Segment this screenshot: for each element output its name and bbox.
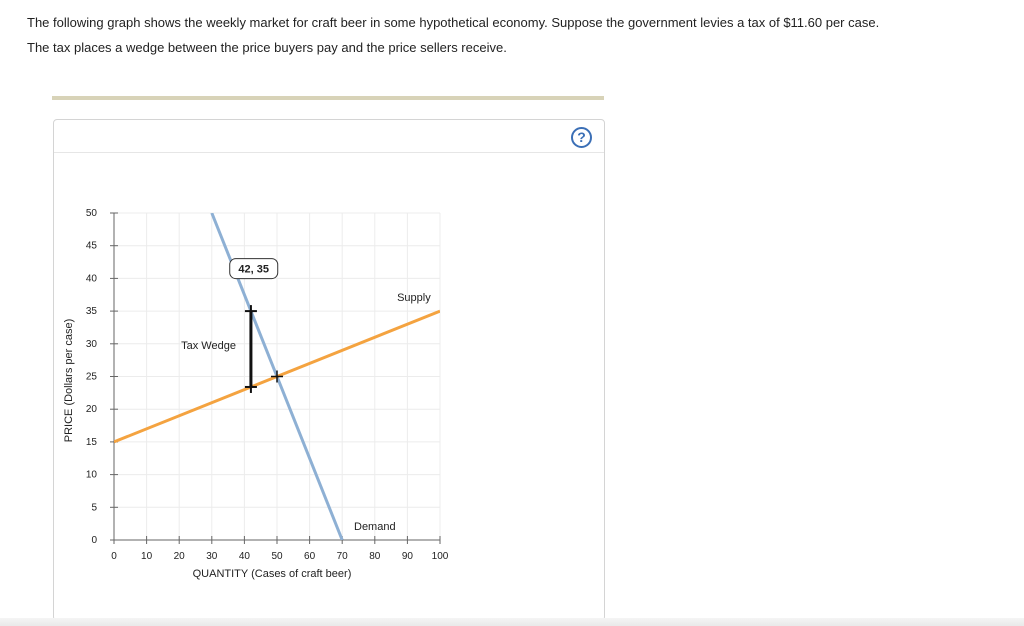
point-label: 42, 35 <box>238 264 269 276</box>
page-bottom-edge <box>0 618 1024 626</box>
tax-wedge-label: Tax Wedge <box>181 340 236 352</box>
x-tick-label: 90 <box>402 551 414 562</box>
x-tick-label: 0 <box>111 551 117 562</box>
x-axis-label: QUANTITY (Cases of craft beer) <box>193 568 352 580</box>
y-tick-label: 45 <box>86 241 98 252</box>
y-axis-label: PRICE (Dollars per case) <box>63 319 75 442</box>
y-tick-label: 10 <box>86 470 98 481</box>
help-icon[interactable]: ? <box>571 127 592 148</box>
x-tick-label: 50 <box>271 551 283 562</box>
x-tick-label: 30 <box>206 551 218 562</box>
intro-line-2: The tax places a wedge between the price… <box>27 40 507 55</box>
y-tick-label: 15 <box>86 437 98 448</box>
y-tick-label: 20 <box>86 404 98 415</box>
x-tick-label: 60 <box>304 551 316 562</box>
y-tick-label: 40 <box>86 273 98 284</box>
y-tick-label: 30 <box>86 339 98 350</box>
x-tick-label: 70 <box>337 551 349 562</box>
graph-panel: ? <box>53 119 605 621</box>
section-divider <box>52 96 604 100</box>
y-tick-label: 50 <box>86 208 98 219</box>
y-tick-label: 35 <box>86 306 98 317</box>
demand-label: Demand <box>354 521 396 533</box>
panel-header-line <box>54 152 604 153</box>
x-tick-label: 10 <box>141 551 153 562</box>
intro-line-1: The following graph shows the weekly mar… <box>27 15 880 30</box>
y-tick-label: 25 <box>86 372 98 383</box>
x-tick-label: 80 <box>369 551 381 562</box>
x-tick-label: 40 <box>239 551 251 562</box>
supply-label: Supply <box>397 292 431 304</box>
y-tick-label: 0 <box>91 535 97 546</box>
x-tick-label: 20 <box>174 551 186 562</box>
y-tick-label: 5 <box>91 502 97 513</box>
x-tick-label: 100 <box>432 551 449 562</box>
point-label-box <box>229 258 279 280</box>
question-intro: The following graph shows the weekly mar… <box>27 10 1007 60</box>
